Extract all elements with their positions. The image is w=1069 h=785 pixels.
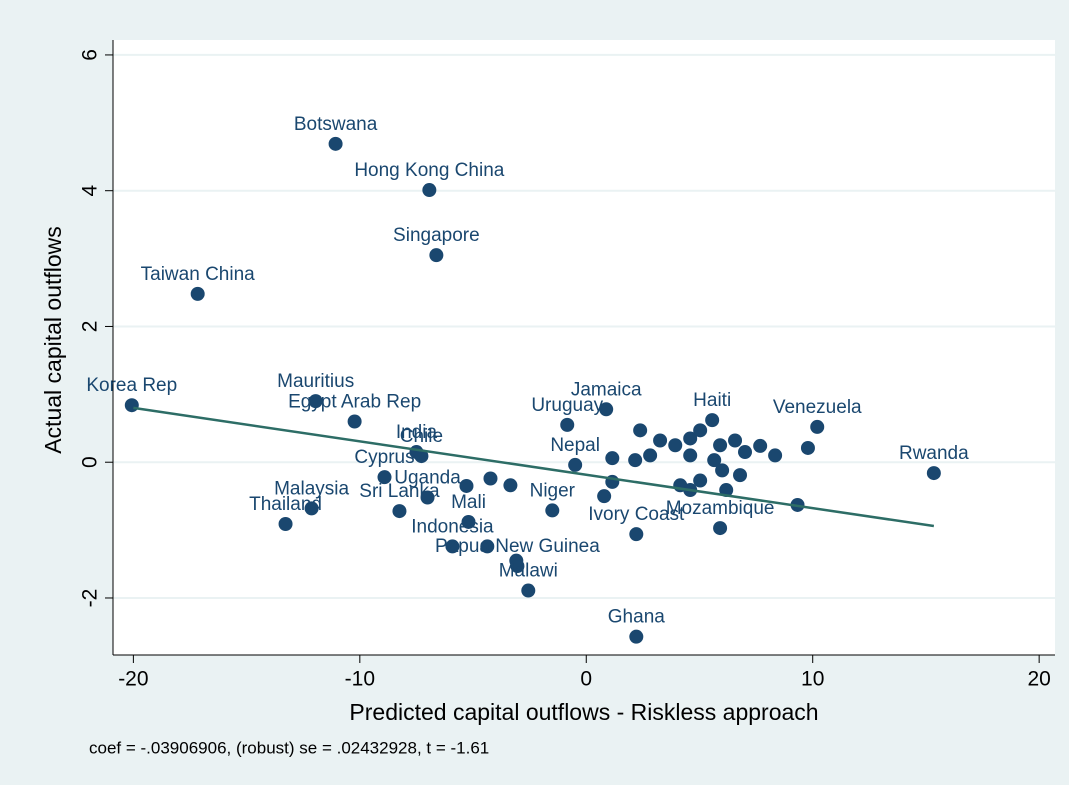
point [429, 248, 444, 263]
point-label: Hong Kong China [354, 160, 504, 181]
x-tick-label: -20 [118, 668, 148, 691]
point [668, 438, 683, 453]
point-label: Mali [451, 492, 486, 513]
point [545, 503, 560, 518]
point-label: Ghana [608, 607, 665, 628]
point [719, 483, 734, 498]
point-label: Malawi [499, 561, 558, 582]
point-label: Nepal [550, 435, 600, 456]
point [560, 417, 575, 432]
point [683, 431, 698, 446]
y-axis-label: Actual capital outflows [40, 226, 66, 454]
point [597, 489, 612, 504]
point-label: Egypt Arab Rep [288, 392, 421, 413]
point-label: Rwanda [899, 443, 969, 464]
point [414, 449, 429, 464]
point [926, 466, 941, 481]
point [707, 453, 722, 468]
point [800, 440, 815, 455]
point-label: Singapore [393, 225, 480, 246]
point [347, 414, 362, 429]
point [599, 402, 614, 417]
x-tick-label: -10 [345, 668, 375, 691]
point [693, 423, 708, 438]
point [728, 433, 743, 448]
point [683, 448, 698, 463]
point [628, 453, 643, 468]
point-label: Taiwan China [141, 264, 255, 285]
point-label: Korea Rep [86, 375, 177, 396]
point [480, 539, 495, 554]
point-label: Botswana [294, 114, 378, 135]
point [278, 516, 293, 531]
point [304, 501, 319, 516]
point [377, 470, 392, 485]
point-label: Uganda [394, 468, 461, 489]
point-label: Chile [400, 426, 443, 447]
y-tick-label: 2 [79, 321, 102, 333]
point-label: Jamaica [571, 379, 642, 400]
x-axis-label: Predicted capital outflows - Riskless ap… [349, 699, 818, 725]
point-label: Papua New Guinea [435, 536, 600, 557]
y-tick-label: 4 [79, 185, 102, 197]
point [738, 445, 753, 460]
point-label: Uruguay [531, 395, 603, 416]
point [713, 438, 728, 453]
point [124, 398, 139, 413]
point [510, 559, 525, 574]
point-label: Haiti [693, 390, 731, 411]
point [521, 583, 536, 598]
point [568, 457, 583, 472]
point-label: Malaysia [274, 478, 349, 499]
point [461, 514, 476, 529]
point [643, 448, 658, 463]
point-label: Cyprus [354, 447, 414, 468]
y-tick-label: 0 [79, 456, 102, 468]
fit-line [133, 406, 935, 528]
y-tick-label: -2 [79, 589, 102, 608]
point [605, 451, 620, 466]
x-tick-label: 20 [1027, 668, 1050, 691]
point [768, 448, 783, 463]
point-label: Venezuela [773, 397, 862, 418]
point-label: Ivory Coast [588, 504, 685, 525]
point [420, 490, 435, 505]
point [705, 413, 720, 428]
point-label: Sri Lanka [359, 481, 440, 502]
point [629, 629, 644, 644]
point [459, 478, 474, 493]
point-label: Mozambique [666, 498, 775, 519]
point [810, 419, 825, 434]
x-tick-label: 0 [580, 668, 592, 691]
point-label: Indonesia [411, 516, 494, 537]
point-label: Niger [530, 480, 576, 501]
point [483, 471, 498, 486]
point [308, 394, 323, 409]
point [715, 463, 730, 478]
point-label: Mauritius [277, 371, 354, 392]
point [328, 136, 343, 151]
point [392, 504, 407, 519]
point [422, 183, 437, 198]
point [190, 286, 205, 301]
point-label: Thailand [249, 494, 322, 515]
plot-area [113, 40, 1055, 655]
point [633, 423, 648, 438]
x-tick-label: 10 [801, 668, 824, 691]
point [445, 539, 460, 554]
point [733, 468, 748, 483]
point [503, 478, 518, 493]
y-tick-label: 6 [79, 49, 102, 61]
point [629, 527, 644, 542]
point [653, 433, 668, 448]
note: coef = -.03906906, (robust) se = .024329… [89, 738, 489, 757]
point [753, 438, 768, 453]
point [693, 473, 708, 488]
point-label: India [396, 422, 438, 443]
point [713, 521, 728, 536]
